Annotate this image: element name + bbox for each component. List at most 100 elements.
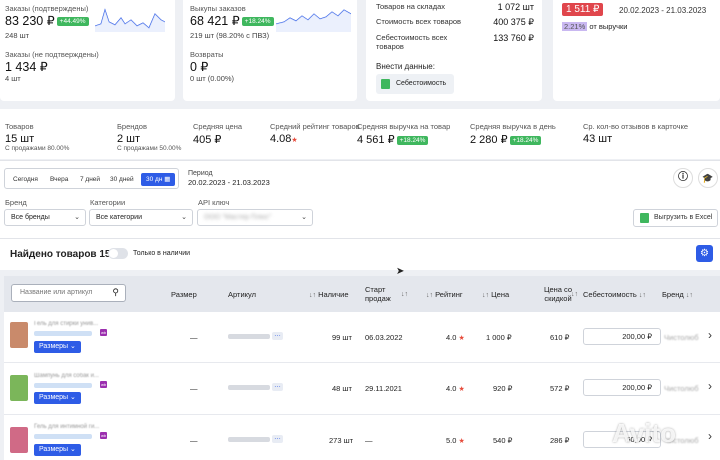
chevron-right-icon[interactable]: ›: [708, 379, 712, 393]
product-title[interactable]: Гель для стирки унив...: [34, 321, 99, 327]
brand-label: Бренд: [5, 198, 27, 207]
article-value: [228, 437, 270, 442]
chevron-down-icon: ⌄: [181, 214, 187, 221]
size-value: —: [190, 384, 198, 393]
enter-data-label: Внести данные:: [376, 62, 435, 71]
col-discount-price[interactable]: Цена со скидкой: [543, 285, 573, 303]
table-row[interactable]: Гель для стирки унив... wb Размеры ⌄ — ……: [4, 312, 720, 362]
col-price[interactable]: ↓↑ Цена: [482, 290, 510, 299]
price-value: 920 ₽: [493, 384, 513, 393]
col-article[interactable]: Артикул: [228, 290, 256, 299]
buyouts-badge: +18.24%: [241, 17, 274, 27]
stat-avg-price: Средняя цена 405 ₽: [193, 122, 243, 146]
calculator-icon: [381, 79, 390, 89]
cost-input[interactable]: 50,00 ₽: [583, 431, 661, 448]
stats-bar: Товаров 15 шт С продажами 80.00% Брендов…: [0, 109, 720, 159]
product-title[interactable]: Гель для интимной ги...: [34, 424, 100, 430]
rating-value: 5.0 ★: [446, 436, 465, 445]
start-value: —: [365, 436, 373, 445]
search-input[interactable]: [20, 289, 110, 296]
col-start[interactable]: Старт продаж: [365, 285, 391, 303]
cost-input[interactable]: 200,00 ₽: [583, 379, 661, 396]
category-select[interactable]: Все категории ⌄: [89, 209, 193, 226]
warehouse-card: Товаров на складах 1 072 шт Стоимость все…: [366, 0, 542, 101]
orders-label: Заказы (подтверждены): [5, 4, 89, 13]
avito-watermark: Avito: [612, 418, 677, 448]
article-value: [228, 334, 270, 339]
stat-avg-revenue: Средняя выручка на товар 4 561 ₽ +18.24%: [357, 122, 451, 146]
brand-select[interactable]: Все бренды ⌄: [4, 209, 86, 226]
brand-value: Чистолюб: [664, 436, 699, 445]
buyouts-card: Выкупы заказов 68 421 ₽ +18.24% 219 шт (9…: [183, 0, 357, 101]
orders-value: 83 230 ₽ +44.49%: [5, 13, 89, 28]
product-article-link[interactable]: [34, 331, 92, 336]
sizes-button[interactable]: Размеры ⌄: [34, 341, 81, 353]
sizes-button[interactable]: Размеры ⌄: [34, 444, 81, 456]
returns-value: 0 ₽: [190, 60, 209, 74]
stock-value: 273 шт: [329, 436, 354, 445]
export-excel-button[interactable]: Выгрузить в Excel: [633, 209, 718, 227]
found-bar: Найдено товаров 15 Только в наличии ⚙: [0, 238, 720, 270]
excel-icon: [640, 213, 649, 223]
table-row[interactable]: Гель для интимной ги... wb Размеры ⌄ — ……: [4, 415, 720, 460]
table-header: ⚲ Размер Артикул ↓↑ Наличие Старт продаж…: [4, 276, 720, 312]
mouse-cursor: ➤: [396, 266, 405, 277]
cost-input[interactable]: 200,00 ₽: [583, 328, 661, 345]
stat-reviews: Ср. кол-во отзывов в карточке 43 шт: [583, 122, 689, 145]
tab-today[interactable]: Сегодня: [13, 176, 38, 183]
rating-value: 4.0 ★: [446, 384, 465, 393]
star-icon: ★: [291, 137, 298, 144]
buyouts-sparkline: [276, 9, 351, 32]
period-label: Период: [188, 170, 213, 177]
col-stock[interactable]: ↓↑ Наличие: [309, 290, 349, 299]
chevron-right-icon[interactable]: ›: [708, 328, 712, 342]
col-size[interactable]: Размер: [171, 290, 197, 299]
cost-button[interactable]: Себестоимость: [376, 74, 454, 94]
wb-icon: wb: [100, 432, 107, 439]
more-icon[interactable]: …: [272, 382, 283, 391]
more-icon[interactable]: …: [272, 434, 283, 443]
star-icon: ★: [458, 386, 465, 393]
wb-icon: wb: [100, 329, 107, 336]
returns-sub: 0 шт (0.00%): [190, 74, 235, 83]
wb-icon: wb: [100, 381, 107, 388]
in-stock-label: Только в наличии: [133, 250, 191, 257]
api-key-select[interactable]: ООО "Мастер Плюс" ⌄: [197, 209, 313, 226]
expenses-period: 20.02.2023 - 21.03.2023: [619, 6, 707, 15]
returns-label: Возвраты: [190, 50, 224, 59]
search-field[interactable]: ⚲: [11, 284, 126, 302]
stat-avg-rating: Средний рейтинг товаров 4.08★: [270, 122, 360, 145]
tab-30-days[interactable]: 30 дней: [110, 176, 134, 183]
in-stock-toggle[interactable]: [108, 248, 128, 259]
tab-yesterday[interactable]: Вчера: [50, 176, 69, 183]
found-title: Найдено товаров 15: [10, 249, 111, 260]
table-row[interactable]: Шампунь для собак и... wb Размеры ⌄ — … …: [4, 363, 720, 413]
product-article-link[interactable]: [34, 434, 92, 439]
chevron-right-icon[interactable]: ›: [708, 429, 712, 443]
price-value: 540 ₽: [493, 436, 513, 445]
sort-icon[interactable]: ↓↑: [571, 291, 578, 298]
col-brand[interactable]: Бренд ↓↑: [662, 290, 693, 299]
orders-card: Заказы (подтверждены) 83 230 ₽ +44.49% 24…: [0, 0, 175, 101]
expenses-value: 1 511 ₽: [562, 3, 604, 16]
settings-gear-icon[interactable]: ⚙: [696, 245, 713, 262]
period-value: 20.02.2023 - 21.03.2023: [188, 178, 270, 187]
product-title[interactable]: Шампунь для собак и...: [34, 373, 99, 379]
more-icon[interactable]: …: [272, 331, 283, 340]
sort-icon[interactable]: ↓↑: [401, 291, 408, 298]
price-value: 1 000 ₽: [486, 333, 512, 342]
stat-products: Товаров 15 шт С продажами 80.00%: [5, 122, 70, 152]
sizes-button[interactable]: Размеры ⌄: [34, 392, 81, 404]
tab-custom[interactable]: 30 дн ▦: [141, 173, 176, 186]
info-icon[interactable]: ⓘ: [673, 168, 693, 188]
orders-badge: +44.49%: [56, 17, 89, 27]
warehouse-row-cost: Себестоимость всех товаров 133 760 ₽: [376, 33, 534, 51]
orders-unconfirmed-value: 1 434 ₽: [5, 60, 48, 74]
col-cost[interactable]: Себестоимость ↓↑: [583, 290, 646, 299]
graduation-cap-icon[interactable]: 🎓: [698, 168, 718, 188]
orders-sub: 248 шт: [5, 31, 30, 40]
tab-7-days[interactable]: 7 дней: [80, 176, 101, 183]
brand-value: Чистолюб: [664, 384, 699, 393]
product-article-link[interactable]: [34, 383, 92, 388]
col-rating[interactable]: ↓↑ Рейтинг: [426, 290, 463, 299]
